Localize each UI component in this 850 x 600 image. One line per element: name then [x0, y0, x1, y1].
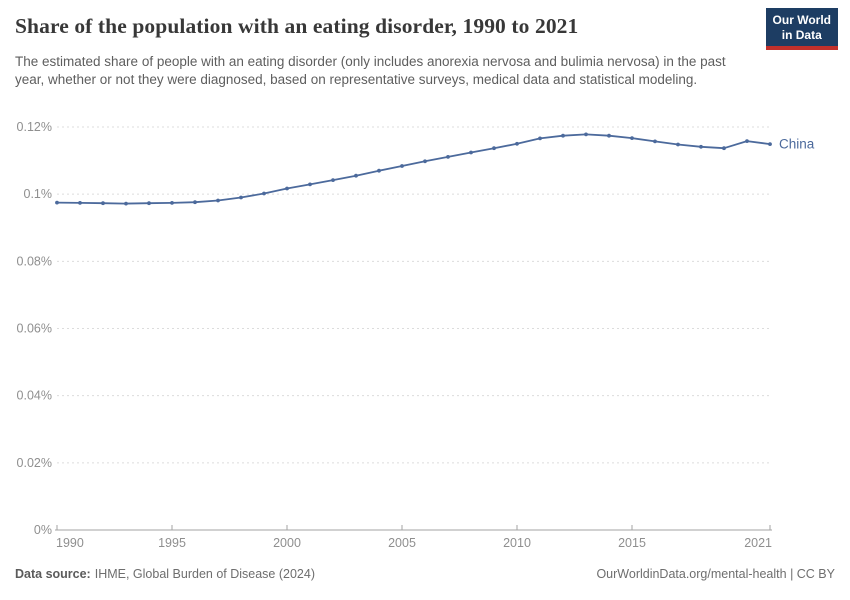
data-point[interactable] [653, 139, 657, 144]
data-point[interactable] [285, 186, 289, 191]
y-axis-tick-label: 0.02% [17, 456, 52, 470]
chart-footer: Data source: IHME, Global Burden of Disea… [15, 567, 835, 581]
chart-subtitle: The estimated share of people with an ea… [15, 54, 726, 87]
data-point[interactable] [377, 168, 381, 173]
y-axis-tick-label: 0.12% [17, 120, 52, 134]
data-point[interactable] [630, 136, 634, 141]
data-point[interactable] [446, 155, 450, 159]
data-point[interactable] [722, 146, 726, 151]
data-point[interactable] [216, 198, 220, 203]
data-point[interactable] [101, 201, 105, 206]
x-axis-tick-label: 2010 [503, 536, 531, 550]
page-title: Share of the population with an eating d… [15, 14, 579, 38]
x-axis-tick-label: 2000 [273, 536, 301, 550]
data-point[interactable] [745, 139, 749, 144]
series-line[interactable] [56, 133, 771, 205]
series-label[interactable]: China [779, 137, 815, 152]
data-point[interactable] [193, 200, 197, 205]
data-point[interactable] [262, 191, 266, 196]
data-point[interactable] [676, 142, 680, 147]
data-point[interactable] [354, 173, 358, 178]
data-point[interactable] [492, 146, 496, 151]
x-axis-tick-label: 2021 [744, 536, 772, 550]
data-point[interactable] [423, 159, 427, 164]
y-axis-tick-label: 0.1% [24, 187, 53, 201]
data-source-value: IHME, Global Burden of Disease (2024) [94, 567, 315, 581]
data-point[interactable] [147, 201, 151, 206]
data-point[interactable] [768, 142, 772, 147]
owid-logo[interactable]: Our World in Data [765, 8, 838, 50]
credit-link[interactable]: OurWorldinData.org/mental-health | CC BY [596, 567, 835, 581]
data-point[interactable] [515, 141, 519, 146]
y-axis-tick-label: 0.06% [17, 322, 52, 336]
x-axis-tick-label: 2015 [618, 536, 646, 550]
data-point[interactable] [55, 200, 59, 205]
y-axis-tick-label: 0.04% [17, 389, 52, 403]
data-point[interactable] [331, 178, 335, 183]
x-axis-tick-label: 1995 [158, 536, 186, 550]
owid-logo-line1: Our World [772, 13, 831, 27]
data-point[interactable] [699, 144, 703, 149]
y-axis-tick-label: 0.08% [17, 254, 52, 268]
data-point[interactable] [239, 195, 243, 200]
data-point[interactable] [607, 133, 611, 138]
data-point[interactable] [469, 150, 473, 155]
owid-logo-line2: in Data [781, 28, 822, 42]
data-point[interactable] [561, 133, 565, 138]
x-axis-tick-label: 1990 [56, 536, 84, 550]
y-axis-tick-label: 0% [34, 523, 52, 537]
data-point[interactable] [538, 136, 542, 141]
data-source-label: Data source: [15, 567, 91, 581]
data-point[interactable] [170, 201, 174, 205]
data-point[interactable] [78, 201, 82, 205]
x-axis-tick-label: 2005 [388, 536, 416, 550]
data-point[interactable] [308, 182, 312, 187]
data-source: Data source: IHME, Global Burden of Disea… [15, 567, 315, 581]
data-point[interactable] [400, 164, 404, 168]
data-point[interactable] [584, 132, 588, 137]
data-point[interactable] [124, 201, 128, 206]
